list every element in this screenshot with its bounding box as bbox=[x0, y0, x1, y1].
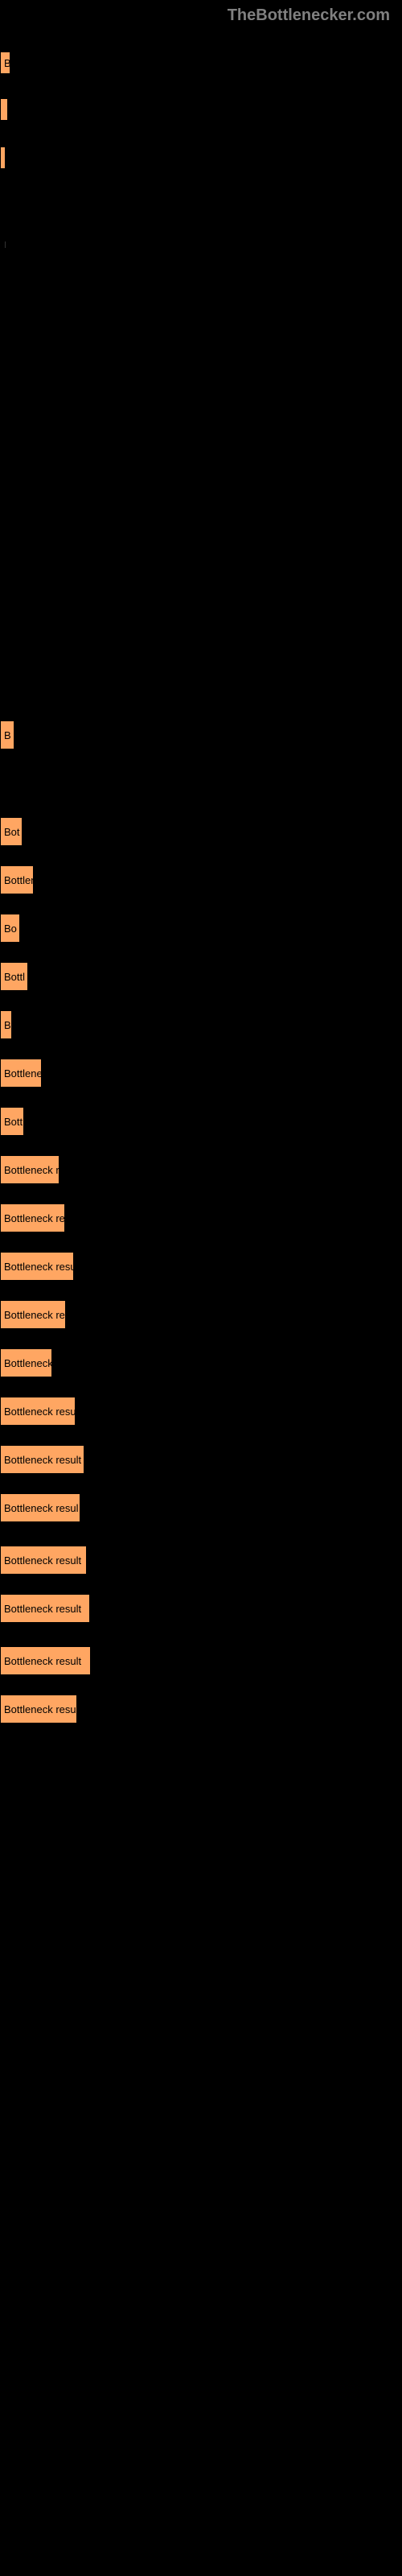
chart-bar-18: Bottleneck result bbox=[0, 1646, 91, 1675]
bar: Bottleneck resu bbox=[0, 1695, 77, 1724]
bar-label: Bottl bbox=[4, 971, 25, 983]
bar-label: Bo bbox=[4, 923, 17, 935]
bar-label: Bottleneck re bbox=[4, 1212, 65, 1224]
bar: Bott bbox=[0, 1107, 24, 1136]
bar-label: Bottleneck resu bbox=[4, 1406, 76, 1418]
bar-label: B bbox=[4, 1019, 11, 1031]
bar bbox=[0, 147, 6, 169]
bar-label: Bottlen bbox=[4, 874, 34, 886]
chart-bar-10: Bottleneck resu bbox=[0, 1252, 74, 1281]
bar-label: Bott bbox=[4, 1116, 23, 1128]
top-bar-0: B bbox=[0, 48, 10, 77]
bar-label: Bottleneck result bbox=[4, 1603, 81, 1615]
chart-bar-3: Bo bbox=[0, 914, 20, 943]
chart-bar-15: Bottleneck resul bbox=[0, 1493, 80, 1522]
bar-label: Bot bbox=[4, 826, 20, 838]
chart-bar-16: Bottleneck result bbox=[0, 1546, 87, 1575]
bar-label: Bottleneck resu bbox=[4, 1261, 74, 1273]
bar-label: Bottleneck result bbox=[4, 1655, 81, 1667]
bar-label: Bottleneck resu bbox=[4, 1703, 76, 1715]
bar-label: Bottleneck re bbox=[4, 1309, 65, 1321]
bar: Bottleneck result bbox=[0, 1646, 91, 1675]
bar: Bottlene bbox=[0, 1059, 42, 1088]
chart-bar-13: Bottleneck resu bbox=[0, 1397, 76, 1426]
bar: B bbox=[0, 1010, 12, 1039]
chart-bar-8: Bottleneck r bbox=[0, 1155, 59, 1184]
bar-label: B bbox=[4, 729, 11, 741]
chart-bar-2: Bottlen bbox=[0, 865, 34, 894]
bar: Bottleneck re bbox=[0, 1203, 65, 1232]
bar-label: Bottleneck result bbox=[4, 1554, 81, 1567]
chart-bar-12: Bottleneck bbox=[0, 1348, 52, 1377]
chart-bar-1: Bot bbox=[0, 817, 23, 846]
chart-bar-0: B bbox=[0, 720, 14, 749]
bar-label: Bottleneck resul bbox=[4, 1502, 79, 1514]
bar: Bottleneck resul bbox=[0, 1493, 80, 1522]
bar-label: Bottleneck r bbox=[4, 1164, 59, 1176]
axis-tick bbox=[5, 242, 6, 248]
top-bar-2 bbox=[0, 143, 6, 172]
bar-label: Bottleneck result bbox=[4, 1454, 81, 1466]
bar-label: Bottlene bbox=[4, 1067, 42, 1080]
chart-bar-19: Bottleneck resu bbox=[0, 1695, 77, 1724]
chart-bar-7: Bott bbox=[0, 1107, 24, 1136]
chart-bar-4: Bottl bbox=[0, 962, 28, 991]
bar: Bottleneck result bbox=[0, 1445, 84, 1474]
bar: Bottleneck result bbox=[0, 1546, 87, 1575]
bar: Bo bbox=[0, 914, 20, 943]
bar: Bottlen bbox=[0, 865, 34, 894]
chart-bar-9: Bottleneck re bbox=[0, 1203, 65, 1232]
chart-bar-5: B bbox=[0, 1010, 12, 1039]
bar-label: Bottleneck bbox=[4, 1357, 52, 1369]
bar: Bot bbox=[0, 817, 23, 846]
chart-bar-11: Bottleneck re bbox=[0, 1300, 66, 1329]
chart-bar-6: Bottlene bbox=[0, 1059, 42, 1088]
bar: Bottleneck result bbox=[0, 1594, 90, 1623]
chart-bar-14: Bottleneck result bbox=[0, 1445, 84, 1474]
bar: B bbox=[0, 52, 10, 74]
bar: Bottleneck resu bbox=[0, 1252, 74, 1281]
bar: Bottleneck r bbox=[0, 1155, 59, 1184]
bar: Bottleneck resu bbox=[0, 1397, 76, 1426]
chart-bar-17: Bottleneck result bbox=[0, 1594, 90, 1623]
bar: Bottl bbox=[0, 962, 28, 991]
bar bbox=[0, 98, 8, 121]
bar: Bottleneck re bbox=[0, 1300, 66, 1329]
top-bar-1 bbox=[0, 95, 8, 124]
bar: Bottleneck bbox=[0, 1348, 52, 1377]
bar: B bbox=[0, 720, 14, 749]
watermark-text: TheBottlenecker.com bbox=[228, 6, 390, 25]
bar-label: B bbox=[4, 57, 10, 69]
